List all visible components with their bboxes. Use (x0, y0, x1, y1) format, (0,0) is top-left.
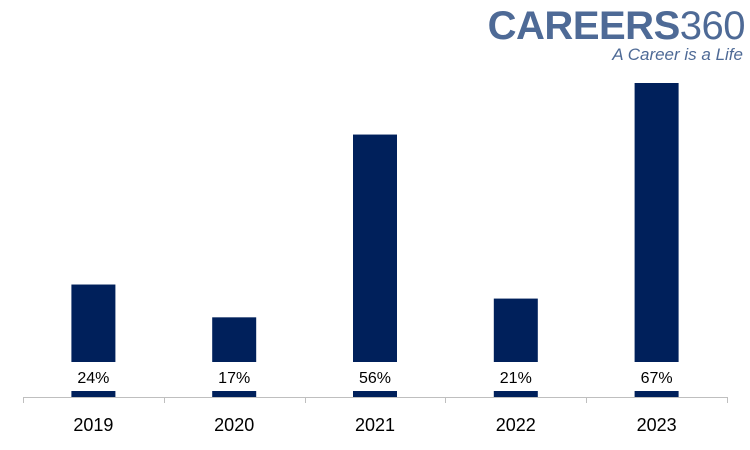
careers360-logo: CAREERS360 A Career is a Life (487, 4, 746, 64)
x-tick-label-2023: 2023 (637, 415, 677, 435)
data-label-2021: 56% (359, 370, 391, 387)
x-tick-label-2022: 2022 (496, 415, 536, 435)
data-label-background (633, 362, 680, 391)
x-tick-label-2020: 2020 (214, 415, 254, 435)
logo-tagline: A Career is a Life (612, 45, 743, 64)
x-tick-label-2019: 2019 (73, 415, 113, 435)
data-label-2019: 24% (77, 370, 109, 387)
bar-2023 (634, 83, 679, 397)
data-label-background (70, 362, 117, 391)
data-label-2023: 67% (641, 370, 673, 387)
data-label-2022: 21% (500, 370, 532, 387)
logo-word: CAREERS (487, 4, 681, 48)
logo-number: 360 (679, 4, 746, 48)
x-tick-label-2021: 2021 (355, 415, 395, 435)
data-label-background (352, 362, 398, 391)
data-label-background (211, 362, 258, 391)
bar-2021 (353, 134, 397, 397)
data-label-2020: 17% (218, 370, 250, 387)
logo-wordmark: CAREERS360 (487, 4, 746, 48)
data-label-background (492, 362, 539, 391)
